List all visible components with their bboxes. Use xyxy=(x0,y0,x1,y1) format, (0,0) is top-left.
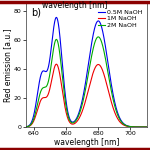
1M NaOH xyxy=(56,63,57,65)
1M NaOH xyxy=(121,123,123,125)
2M NaOH xyxy=(37,100,39,102)
Text: b): b) xyxy=(31,7,41,17)
0.5M NaOH xyxy=(74,120,76,122)
1M NaOH xyxy=(74,123,76,124)
1M NaOH xyxy=(146,126,147,128)
2M NaOH xyxy=(78,114,80,116)
X-axis label: wavelength [nm]: wavelength [nm] xyxy=(54,138,119,147)
2M NaOH xyxy=(74,121,76,123)
0.5M NaOH xyxy=(37,88,39,90)
0.5M NaOH xyxy=(108,68,110,70)
2M NaOH xyxy=(97,36,99,38)
2M NaOH xyxy=(108,77,110,78)
Line: 2M NaOH: 2M NaOH xyxy=(26,37,147,127)
Y-axis label: Red emission [a.u.]: Red emission [a.u.] xyxy=(3,28,12,102)
Text: wavelength [nm]: wavelength [nm] xyxy=(42,1,108,10)
0.5M NaOH xyxy=(146,126,147,128)
2M NaOH xyxy=(146,126,147,128)
0.5M NaOH xyxy=(25,126,27,128)
1M NaOH xyxy=(37,106,39,108)
1M NaOH xyxy=(78,117,80,119)
Line: 0.5M NaOH: 0.5M NaOH xyxy=(26,17,147,127)
2M NaOH xyxy=(25,126,27,128)
1M NaOH xyxy=(108,92,110,94)
Line: 1M NaOH: 1M NaOH xyxy=(26,64,147,127)
Legend: 0.5M NaOH, 1M NaOH, 2M NaOH: 0.5M NaOH, 1M NaOH, 2M NaOH xyxy=(97,9,143,28)
1M NaOH xyxy=(119,121,121,123)
0.5M NaOH xyxy=(78,111,80,113)
2M NaOH xyxy=(119,119,121,121)
2M NaOH xyxy=(121,122,123,124)
0.5M NaOH xyxy=(119,118,121,120)
0.5M NaOH xyxy=(121,121,123,123)
1M NaOH xyxy=(25,126,27,128)
0.5M NaOH xyxy=(56,16,57,18)
